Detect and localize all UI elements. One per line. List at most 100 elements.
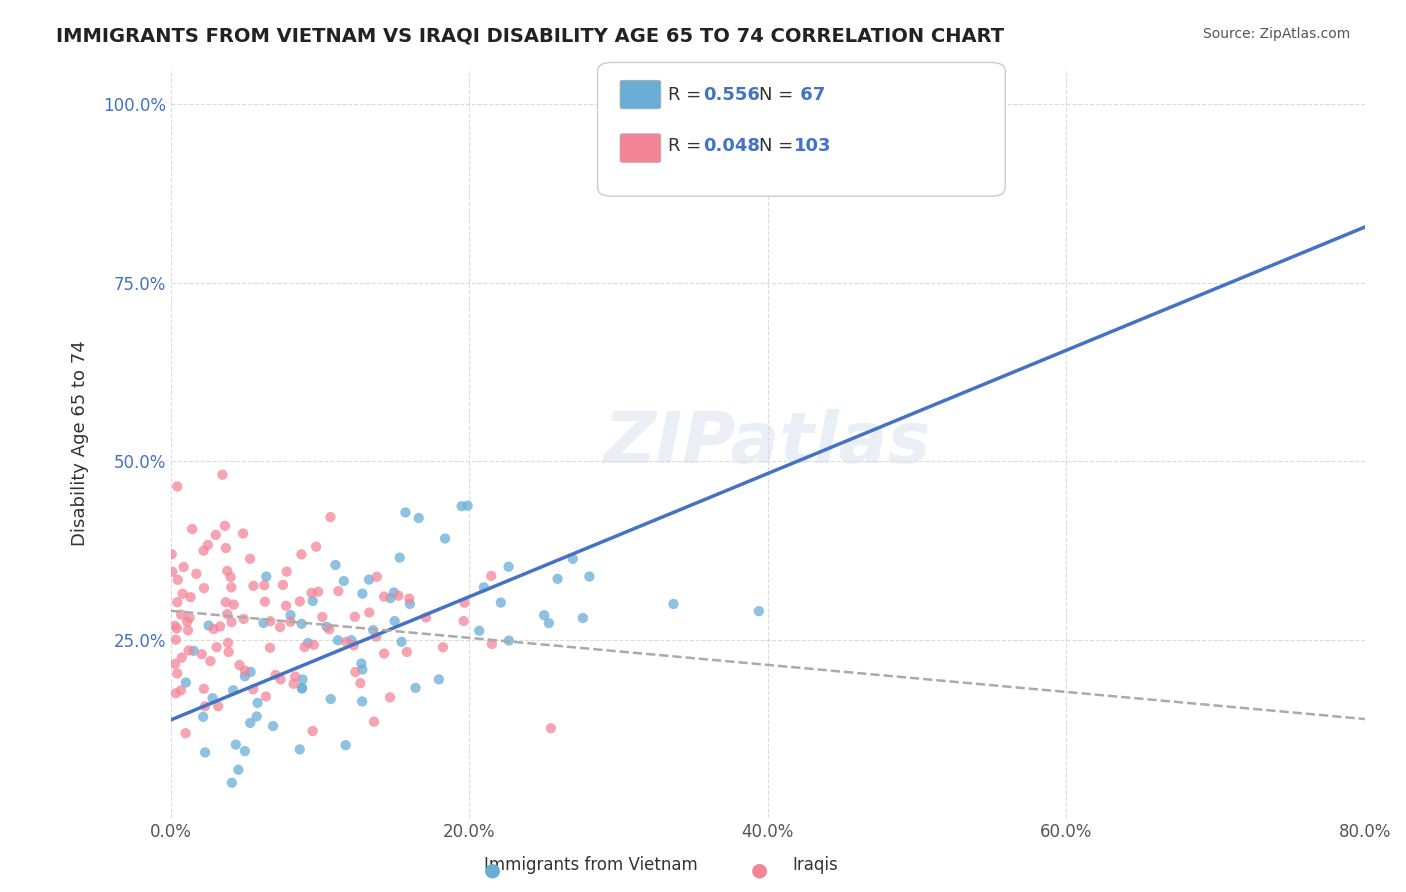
Point	[253, 578, 276, 592]
Point	[191, 710, 214, 724]
Point	[217, 607, 239, 621]
Point	[259, 614, 281, 628]
Point	[200, 654, 222, 668]
Point	[288, 742, 311, 756]
Point	[252, 615, 274, 630]
Point	[328, 584, 350, 599]
Y-axis label: Disability Age 65 to 74: Disability Age 65 to 74	[72, 341, 89, 547]
Point	[170, 650, 193, 665]
Point	[283, 677, 305, 691]
Point	[363, 714, 385, 729]
Point	[191, 647, 214, 661]
Point	[246, 696, 269, 710]
Point	[218, 645, 240, 659]
Point	[748, 604, 770, 618]
Point	[307, 584, 329, 599]
Point	[450, 500, 472, 514]
Point	[239, 665, 262, 679]
Point	[343, 609, 366, 624]
Point	[280, 615, 302, 629]
Point	[291, 673, 314, 687]
Point	[344, 665, 367, 679]
Point	[232, 526, 254, 541]
Point	[207, 699, 229, 714]
Point	[215, 541, 238, 555]
Point	[578, 569, 600, 583]
Point	[253, 595, 276, 609]
Point	[388, 550, 411, 565]
Point	[319, 510, 342, 524]
Point	[284, 669, 307, 683]
Point	[391, 635, 413, 649]
Point	[340, 633, 363, 648]
Point	[498, 559, 520, 574]
Point	[202, 622, 225, 636]
Point	[319, 692, 342, 706]
Point	[561, 552, 583, 566]
Point	[366, 570, 388, 584]
Point	[301, 724, 323, 739]
Point	[361, 623, 384, 637]
Point	[315, 620, 337, 634]
Point	[174, 675, 197, 690]
Point	[214, 518, 236, 533]
Text: R =: R =	[668, 86, 707, 103]
Point	[373, 590, 395, 604]
Text: Immigrants from Vietnam: Immigrants from Vietnam	[484, 856, 697, 874]
Text: 0.556: 0.556	[703, 86, 759, 103]
Point	[221, 580, 243, 594]
Point	[254, 569, 277, 583]
Text: N =: N =	[759, 137, 799, 155]
Point	[163, 657, 186, 671]
Point	[233, 669, 256, 683]
Point	[166, 479, 188, 493]
Point	[662, 597, 685, 611]
Point	[547, 572, 569, 586]
Point	[333, 574, 356, 588]
Point	[398, 591, 420, 606]
Point	[163, 619, 186, 633]
Point	[276, 565, 298, 579]
Point	[239, 551, 262, 566]
Point	[382, 585, 405, 599]
Point	[302, 638, 325, 652]
Point	[246, 709, 269, 723]
Point	[186, 566, 208, 581]
Point	[194, 699, 217, 714]
Point	[301, 586, 323, 600]
Point	[290, 547, 312, 561]
Point	[472, 580, 495, 594]
Point	[537, 616, 560, 631]
Point	[264, 668, 287, 682]
Point	[193, 543, 215, 558]
Text: 0.048: 0.048	[703, 137, 761, 155]
Point	[350, 657, 373, 671]
Point	[221, 615, 243, 629]
Text: 67: 67	[794, 86, 825, 103]
Point	[352, 694, 374, 708]
Point	[572, 611, 595, 625]
Point	[359, 606, 381, 620]
Point	[177, 624, 200, 638]
Point	[181, 522, 204, 536]
Point	[432, 640, 454, 655]
Point	[335, 634, 357, 648]
Point	[288, 594, 311, 608]
Point	[408, 511, 430, 525]
Point	[291, 681, 314, 696]
Point	[197, 618, 219, 632]
Point	[468, 624, 491, 638]
Point	[194, 746, 217, 760]
Point	[225, 738, 247, 752]
Point	[170, 607, 193, 622]
Point	[177, 643, 200, 657]
Point	[271, 578, 294, 592]
Point	[349, 676, 371, 690]
Point	[228, 658, 250, 673]
Text: Source: ZipAtlas.com: Source: ZipAtlas.com	[1202, 27, 1350, 41]
Point	[540, 721, 562, 735]
Point	[221, 776, 243, 790]
Point	[172, 587, 194, 601]
Point	[427, 673, 450, 687]
Point	[270, 673, 292, 687]
